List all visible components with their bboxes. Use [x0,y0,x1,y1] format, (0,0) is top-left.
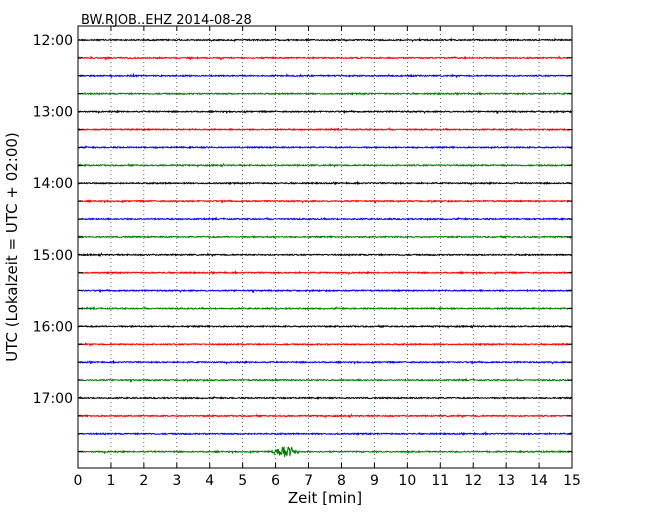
trace-1230 [77,72,573,79]
x-tick-label: 12 [464,473,482,489]
trace-1245 [77,90,573,96]
y-tick-label: 17:00 [33,391,73,407]
x-grid [110,26,540,468]
x-tick-label: 11 [431,473,449,489]
trace-1415 [77,199,573,204]
trace-1545 [77,305,573,311]
trace-1315 [77,126,573,132]
trace-1600 [77,323,573,330]
y-tick-label: 15:00 [33,248,73,264]
trace-1500 [77,252,572,258]
y-axis-label: UTC (Lokalzeit = UTC + 02:00) [3,132,21,362]
y-tick-label: 14:00 [33,176,73,192]
chart-title: BW.RJOB..EHZ 2014-08-28 [81,13,252,28]
trace-1745 [77,446,573,458]
x-tick-label: 10 [398,473,416,489]
x-tick-label: 8 [337,473,346,489]
trace-1730 [77,431,573,436]
y-tick-label: 16:00 [33,319,73,335]
y-axis: 12:00 13:00 14:00 15:00 16:00 17:00 [33,33,572,453]
x-tick-label: 6 [271,473,280,489]
trace-1715 [77,413,573,419]
trace-1430 [77,216,573,222]
trace-1530 [77,288,573,294]
y-tick-label: 13:00 [33,105,73,121]
x-tick-label: 2 [139,473,148,489]
trace-1400 [77,180,573,186]
x-tick-label: 9 [370,473,379,489]
x-tick-label: 13 [497,473,515,489]
x-axis-label: Zeit [min] [288,489,362,507]
trace-1630 [77,359,573,365]
x-tick-label: 0 [74,473,83,489]
x-tick-label: 15 [563,473,581,489]
trace-1345 [77,162,573,168]
x-tick-label: 5 [238,473,247,489]
traces [77,37,573,458]
x-tick-label: 3 [172,473,181,489]
trace-1645 [77,377,573,383]
trace-1445 [77,234,573,240]
plot-frame [77,25,573,469]
trace-1300 [77,109,573,115]
x-tick-label: 7 [304,473,313,489]
x-axis: 0 1 2 3 4 5 6 7 8 9 10 11 12 13 14 15 [74,26,581,489]
trace-1615 [77,341,573,347]
trace-1330 [77,145,573,150]
trace-1515 [77,269,573,276]
x-tick-label: 4 [205,473,214,489]
x-tick-label: 14 [530,473,548,489]
trace-1200 [77,37,573,43]
x-tick-label: 1 [106,473,115,489]
trace-1215 [77,55,573,61]
y-tick-label: 12:00 [33,33,73,49]
trace-1700 [77,395,573,401]
